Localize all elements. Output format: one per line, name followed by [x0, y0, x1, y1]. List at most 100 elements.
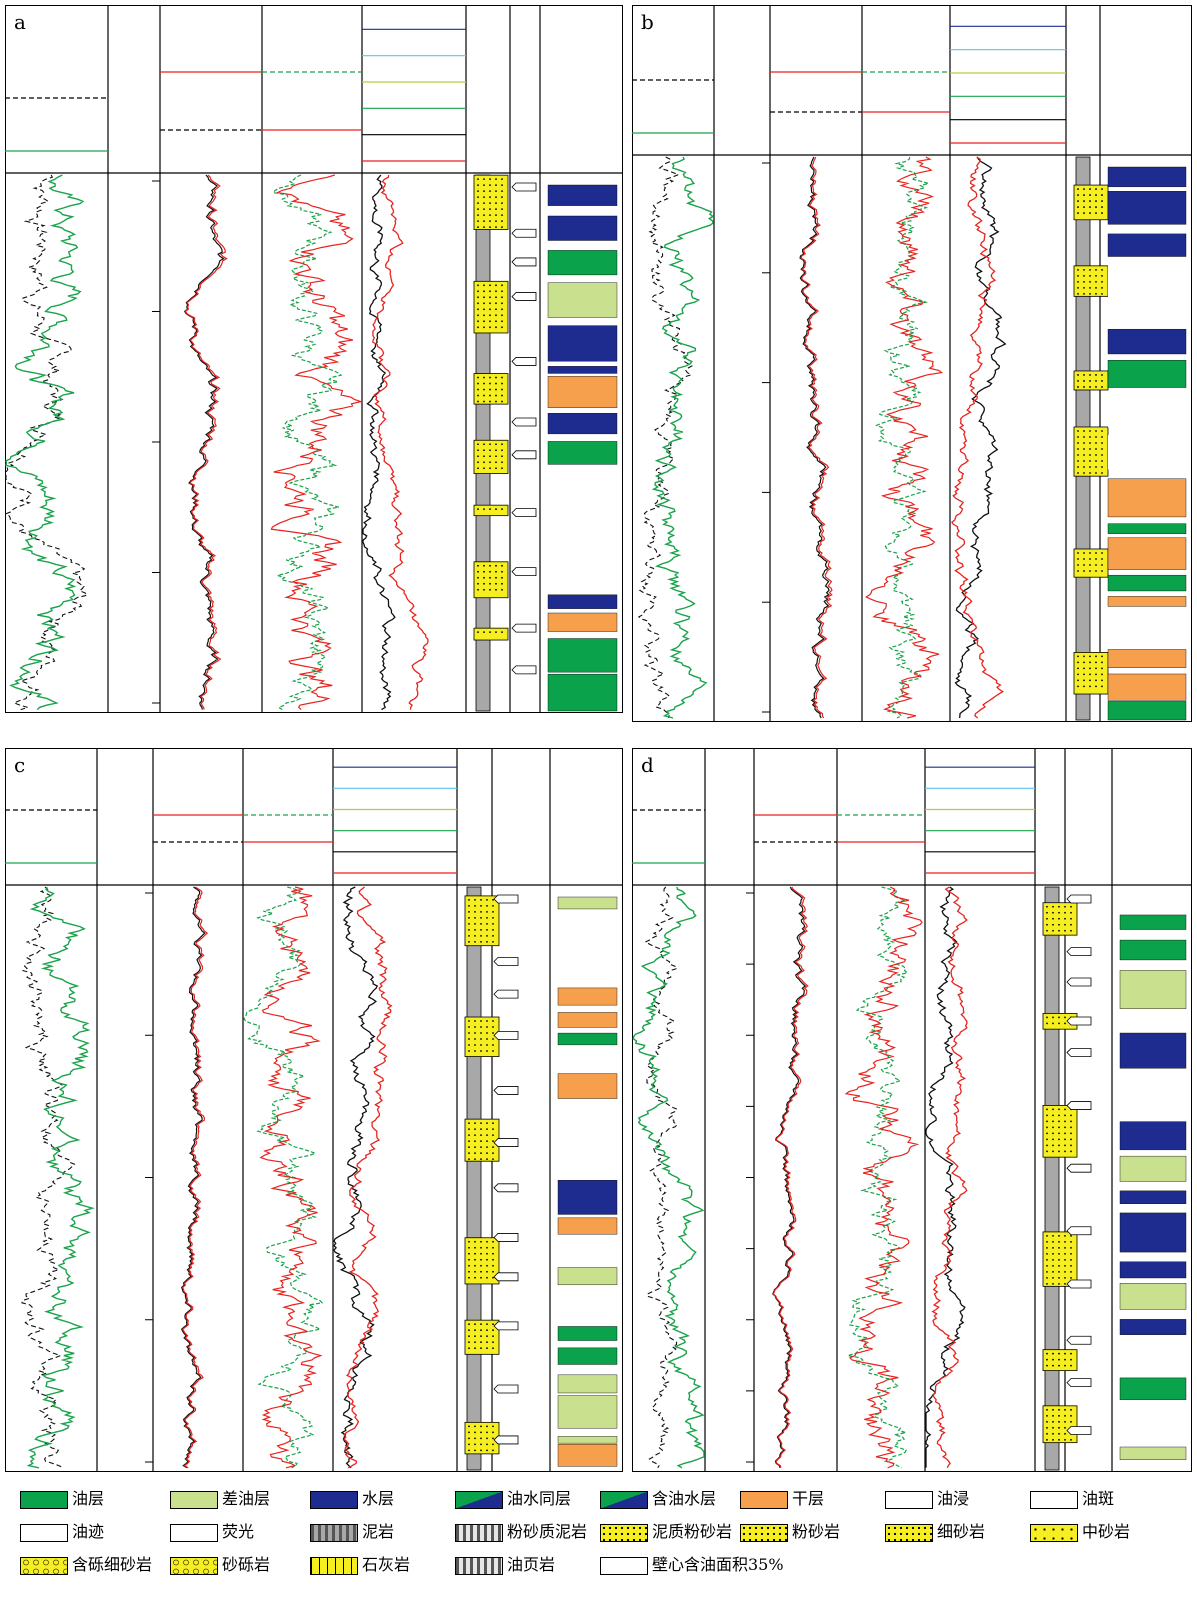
core-sample-marker [493, 957, 519, 966]
core-sample-marker [493, 1384, 519, 1394]
lithology-dot [1052, 1235, 1054, 1237]
lithology-dot [468, 1323, 470, 1326]
lithology-dot [501, 376, 503, 379]
lithology-dot [480, 1258, 482, 1261]
lithology-dot [1077, 667, 1079, 670]
lithology-dot [492, 1122, 494, 1125]
mudstone-swatch [310, 1523, 358, 1542]
lithology-dot [1064, 1420, 1066, 1423]
lithology-dot [483, 308, 485, 311]
neutron-curve [243, 886, 324, 1469]
lithology-dot [477, 400, 479, 403]
lithology-dot [1058, 1426, 1060, 1429]
legend-item-oil-shale: 油页岩 [455, 1554, 555, 1576]
lithology-dot [474, 1264, 476, 1267]
lithology-dot [486, 1347, 488, 1350]
lithology-dot [1101, 292, 1103, 295]
lithology-dot [492, 1329, 494, 1332]
legend-item-oil-patch: 油斑 [1030, 1488, 1114, 1510]
lithology-dot [483, 382, 485, 385]
lithology-dot [474, 1449, 476, 1452]
sandstone-lithology [1042, 1104, 1078, 1158]
lithology-dot [1089, 280, 1091, 283]
interpretation-layer [557, 1073, 618, 1099]
lithology-dot [1095, 386, 1097, 388]
sandstone-lithology [473, 174, 509, 230]
lithology-dot [1101, 667, 1103, 670]
lithology-dot [1058, 1016, 1060, 1019]
legend-label: 细砂岩 [937, 1522, 986, 1541]
lithology-dot [1083, 268, 1085, 271]
lithology-dot [495, 202, 497, 205]
lithology-dot [489, 455, 491, 458]
lithology-dot [1064, 917, 1066, 920]
lithology-dot [477, 296, 479, 299]
lithology-dot [480, 1246, 482, 1249]
dry-layer-swatch [740, 1490, 788, 1509]
lithology-dot [1077, 212, 1079, 214]
lithology-dot [501, 455, 503, 458]
interpretation-layer [557, 1326, 618, 1341]
lithology-dot [492, 1146, 494, 1149]
interpretation-layer [1107, 233, 1187, 257]
interpretation-layer [547, 638, 618, 673]
lithology-dot [501, 214, 503, 217]
lithology-dot [1095, 552, 1097, 554]
lithology-dot [1064, 1235, 1066, 1237]
lithology-dot [492, 1246, 494, 1249]
lithology-dot [501, 308, 503, 311]
lithology-dot [1046, 1259, 1048, 1261]
lithology-dot [1089, 460, 1091, 462]
lithology-dot [468, 1443, 470, 1446]
legend-label: 油层 [72, 1489, 105, 1508]
poor-oil-swatch [170, 1490, 218, 1509]
lithology-dot [480, 1152, 482, 1155]
sandstone-lithology [1073, 426, 1109, 477]
legend-label: 含油水层 [652, 1489, 717, 1508]
core-sample-marker [493, 989, 519, 999]
lithology-dot [489, 443, 491, 446]
lithology-dot [1083, 655, 1085, 658]
core-sample-marker [511, 228, 537, 238]
muddy-siltstone-swatch [600, 1523, 648, 1542]
lithology-dot [1095, 454, 1097, 456]
lithology-dot [1101, 194, 1103, 196]
lithology-dot [1052, 1132, 1054, 1135]
lithology-dot [501, 196, 503, 199]
lithology-dot [492, 1050, 494, 1052]
interpretation-layer [1107, 673, 1187, 701]
lithology-dot [1101, 430, 1103, 432]
core-sample-marker [511, 417, 537, 427]
interpretation-layer [1108, 409, 1186, 428]
lithology-dot [1064, 1132, 1066, 1135]
legend-label: 油页岩 [507, 1555, 556, 1574]
lithology-dot [1046, 1144, 1048, 1147]
lithology-dot [1095, 442, 1097, 444]
lithology-dot [477, 290, 479, 293]
lithology-dot [480, 1044, 482, 1046]
lithology-dot [495, 467, 497, 470]
interpretation-layer [557, 1267, 618, 1286]
oil-shale-swatch [455, 1556, 503, 1575]
lithology-dot [480, 1134, 482, 1137]
lithology-dot [1077, 374, 1079, 376]
lithology-dot [1070, 1114, 1072, 1117]
lithology-dot [1070, 1150, 1072, 1153]
lithology-dot [477, 576, 479, 579]
lithology-dot [1095, 292, 1097, 295]
core-sample-marker [493, 1233, 519, 1242]
legend-label: 油斑 [1082, 1489, 1115, 1508]
oil-water-swatch [455, 1490, 503, 1509]
siltstone-swatch [740, 1523, 788, 1542]
lithology-dot [492, 1140, 494, 1143]
legend-label: 泥质粉砂岩 [652, 1522, 733, 1541]
neutron-curve [847, 886, 909, 1469]
interpretation-layer [1107, 328, 1187, 355]
lithology-dot [468, 1329, 470, 1332]
lithology-dot [468, 1134, 470, 1137]
mudstone-lithology [1044, 886, 1060, 1471]
sandstone-lithology [1042, 902, 1078, 936]
interpretation-layer [557, 1395, 618, 1429]
lithology-dot [1046, 1235, 1048, 1237]
lithology-dot [489, 467, 491, 470]
